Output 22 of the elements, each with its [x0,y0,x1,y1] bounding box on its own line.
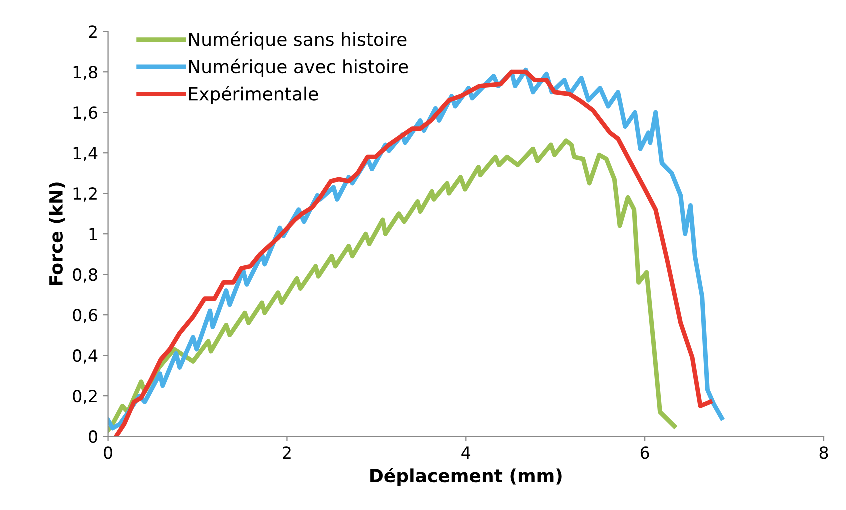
legend-label: Expérimentale [189,86,318,104]
x-tick-label: 4 [462,446,471,459]
legend-label: Numérique avec histoire [189,58,408,78]
y-tick-label: 0,8 [73,268,98,283]
y-tick-label: 1 [90,228,98,240]
y-tick-label: 1,8 [74,66,98,80]
y-tick-label: 1,2 [74,188,97,202]
x-tick-label: 8 [820,446,828,460]
y-axis-title: Force (kN) [49,182,66,286]
legend-label: Numérique sans histoire [189,32,407,50]
y-tick-label: 0,4 [73,350,98,364]
x-tick-label: 0 [104,446,112,460]
y-tick-label: 1,6 [74,106,98,121]
y-tick-label: 0 [89,430,98,444]
y-tick-label: 0,2 [73,390,97,404]
y-tick-label: 0,6 [73,309,98,324]
line-series [108,138,677,433]
x-tick-label: 2 [283,446,291,459]
x-axis-title: Déplacement (mm) [370,468,562,486]
y-tick-label: 1,4 [74,147,98,162]
x-tick-label: 6 [640,446,650,460]
y-tick-label: 2 [89,26,97,38]
